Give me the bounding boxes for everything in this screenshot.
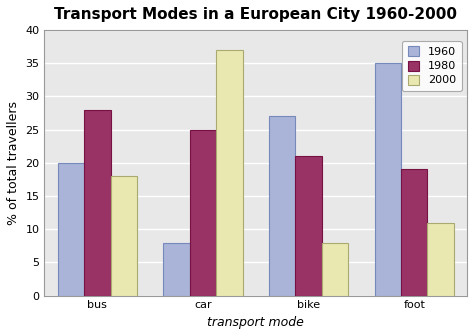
Bar (58, 163, 84, 296)
Bar (216, 50, 243, 296)
Bar (164, 243, 190, 296)
Title: Transport Modes in a European City 1960-2000: Transport Modes in a European City 1960-… (54, 7, 457, 22)
Bar (269, 116, 295, 296)
Bar (428, 223, 454, 296)
Bar (190, 130, 216, 296)
Bar (84, 110, 110, 296)
X-axis label: transport mode: transport mode (207, 316, 304, 329)
Legend: 1960, 1980, 2000: 1960, 1980, 2000 (402, 41, 462, 91)
Bar (322, 243, 348, 296)
Bar (295, 156, 322, 296)
Bar (110, 176, 137, 296)
Bar (374, 63, 401, 296)
Bar (401, 169, 428, 296)
Y-axis label: % of total travellers: % of total travellers (7, 101, 20, 225)
